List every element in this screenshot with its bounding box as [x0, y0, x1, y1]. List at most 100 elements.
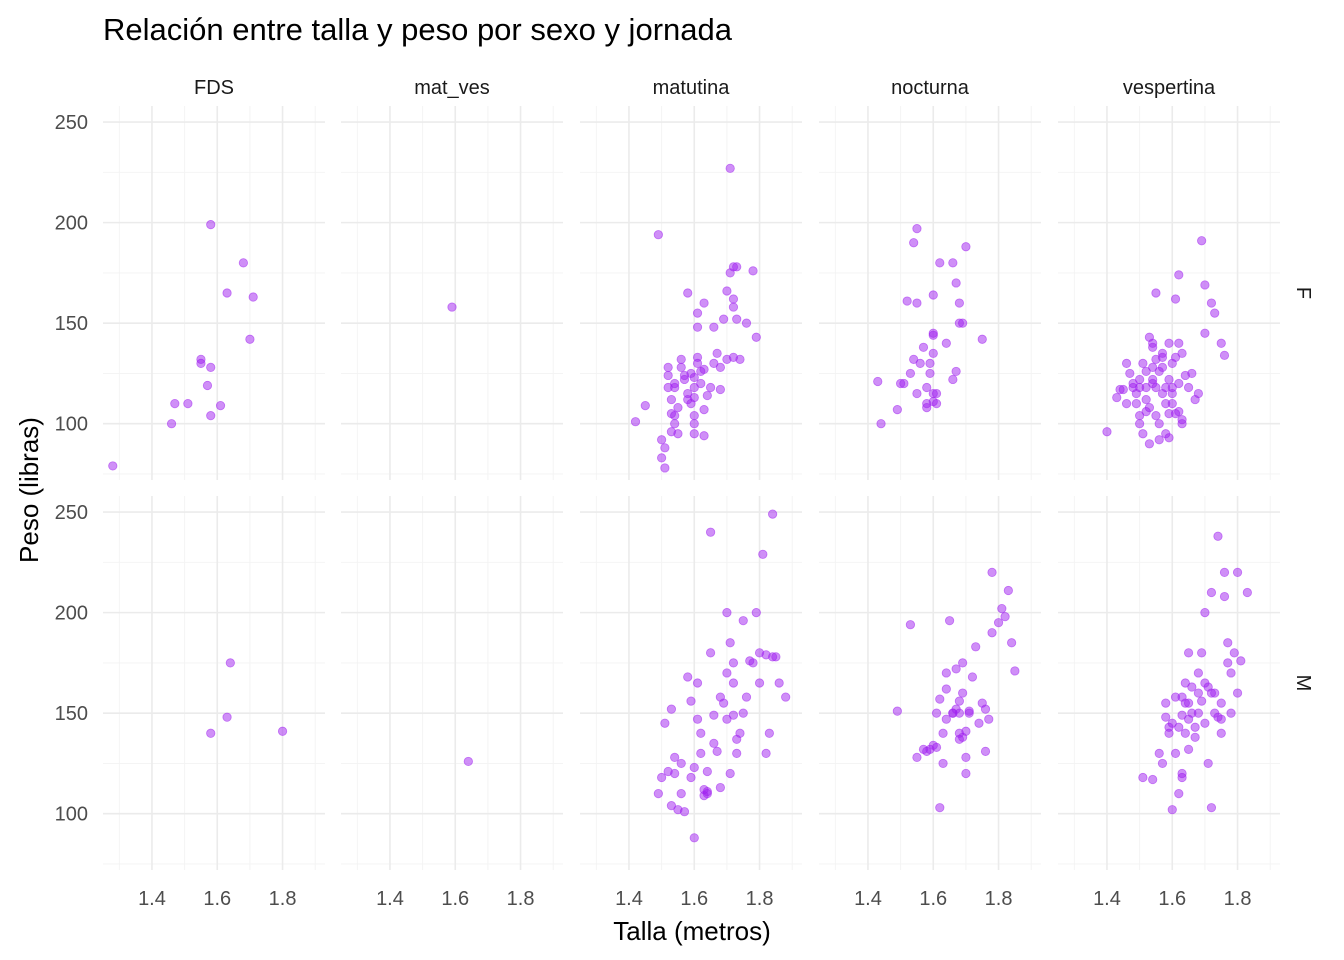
data-point	[1174, 407, 1184, 417]
data-point	[728, 710, 739, 720]
data-point	[971, 642, 981, 652]
data-point	[1232, 567, 1243, 578]
data-point	[1157, 362, 1168, 372]
x-tick-label: 1.8	[985, 888, 1013, 910]
data-point	[1216, 698, 1226, 708]
data-point	[1242, 587, 1252, 598]
data-point	[1174, 722, 1184, 732]
data-point	[961, 726, 971, 736]
facet-row-label: F	[1292, 287, 1314, 299]
data-point	[912, 224, 922, 234]
data-point	[1232, 688, 1243, 698]
data-point	[951, 664, 961, 674]
data-point	[732, 262, 742, 272]
data-point	[1164, 338, 1174, 348]
data-point	[925, 358, 935, 368]
data-point	[1187, 368, 1197, 379]
data-point	[683, 672, 693, 682]
data-point	[1102, 427, 1112, 437]
data-point	[1226, 708, 1236, 718]
data-point	[689, 429, 699, 439]
data-point	[980, 746, 991, 756]
data-point	[728, 658, 739, 668]
data-point	[964, 706, 974, 716]
data-point	[961, 768, 971, 779]
data-point	[1190, 722, 1200, 732]
data-point	[909, 238, 919, 248]
x-tick-label: 1.8	[746, 888, 774, 910]
data-point	[928, 330, 938, 340]
data-point	[1177, 415, 1187, 425]
data-point	[993, 618, 1004, 628]
data-point	[709, 322, 719, 332]
data-point	[1177, 710, 1187, 720]
data-point	[222, 288, 232, 298]
data-point	[1128, 378, 1138, 389]
data-point	[670, 378, 680, 389]
data-point	[699, 364, 709, 375]
data-point	[974, 718, 984, 728]
data-point	[738, 616, 748, 626]
data-point	[683, 288, 693, 298]
data-point	[935, 803, 945, 813]
data-point	[1177, 768, 1187, 779]
data-point	[768, 509, 778, 519]
data-point	[206, 220, 216, 230]
data-point	[689, 382, 699, 393]
data-point	[1216, 728, 1226, 738]
y-tick-label: 100	[55, 414, 88, 436]
x-tick-label: 1.6	[203, 888, 231, 910]
data-point	[977, 334, 987, 344]
data-point	[653, 788, 663, 799]
data-point	[918, 342, 929, 352]
data-point	[935, 258, 945, 268]
data-point	[206, 728, 216, 738]
data-point	[1161, 712, 1171, 722]
data-point	[673, 403, 683, 413]
data-point	[1121, 358, 1132, 368]
data-point	[1157, 348, 1168, 358]
data-point	[670, 752, 680, 763]
data-point	[1141, 394, 1151, 405]
data-point	[709, 738, 719, 748]
y-tick-label: 100	[55, 804, 88, 826]
data-point	[689, 762, 699, 773]
facet-strip-label: FDS	[194, 77, 234, 99]
data-point	[1180, 678, 1190, 688]
data-point	[1131, 398, 1141, 409]
data-point	[689, 392, 699, 403]
data-point	[689, 419, 699, 429]
data-point	[1164, 374, 1174, 385]
data-point	[1151, 288, 1161, 298]
data-point	[183, 398, 193, 409]
data-point	[1187, 682, 1197, 692]
data-point	[722, 608, 732, 618]
data-point	[686, 772, 696, 783]
data-point	[948, 258, 958, 268]
data-point	[108, 461, 118, 471]
data-point	[1197, 696, 1207, 706]
data-point	[1206, 298, 1217, 308]
data-point	[712, 746, 722, 756]
data-point	[1210, 688, 1220, 698]
y-tick-label: 150	[55, 313, 88, 335]
data-point	[948, 374, 958, 385]
data-point	[215, 400, 226, 411]
data-point	[938, 758, 948, 769]
data-point	[735, 728, 745, 738]
data-point	[1174, 788, 1184, 799]
data-point	[676, 758, 686, 769]
data-point	[1216, 338, 1226, 348]
data-point	[1226, 668, 1236, 678]
data-point	[277, 726, 288, 736]
data-point	[673, 429, 683, 439]
data-point	[696, 748, 706, 758]
data-point	[202, 380, 213, 391]
data-point	[958, 318, 968, 328]
data-point	[958, 658, 968, 668]
data-point	[925, 368, 935, 379]
data-point	[1183, 382, 1194, 393]
data-point	[170, 398, 180, 409]
data-point	[1193, 388, 1203, 399]
data-point	[912, 752, 922, 763]
